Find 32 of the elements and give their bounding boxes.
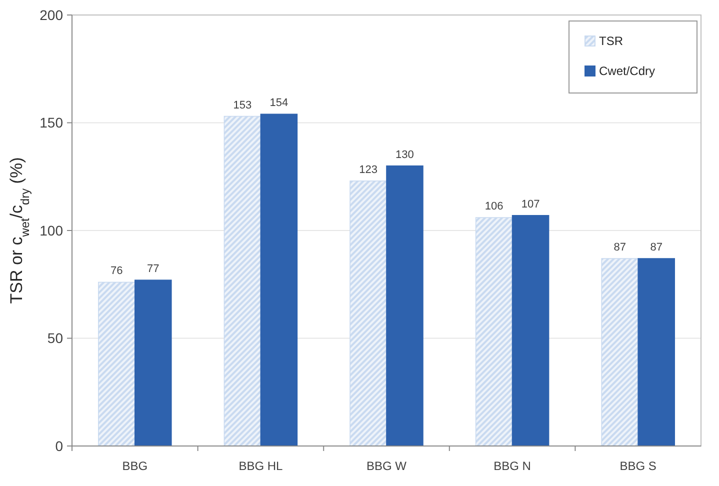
bar	[512, 215, 550, 446]
legend-label: Cwet/Cdry	[599, 64, 656, 78]
data-label: 87	[614, 242, 626, 254]
y-tick-label: 0	[55, 438, 64, 454]
bar	[350, 180, 387, 446]
x-tick-label: BBG HL	[238, 459, 284, 473]
data-label: 77	[147, 263, 160, 276]
x-tick-label: BBG N	[494, 459, 531, 473]
bar	[638, 258, 675, 446]
data-label: 76	[110, 265, 123, 278]
y-tick-label: 100	[40, 222, 64, 238]
data-label: 130	[396, 148, 414, 161]
bar	[224, 116, 262, 446]
bar	[475, 217, 513, 446]
data-label: 87	[650, 242, 662, 254]
data-label: 123	[359, 164, 378, 176]
data-label: 106	[484, 200, 504, 213]
data-label: 154	[270, 97, 288, 110]
bar	[260, 114, 298, 446]
bar	[134, 280, 172, 446]
x-tick-label: BBG W	[366, 459, 408, 473]
bar	[386, 165, 424, 446]
x-tick-label: BBG	[122, 459, 148, 473]
y-tick-label: 50	[47, 330, 64, 346]
data-label: 107	[521, 198, 540, 210]
x-tick-label: BBG S	[620, 459, 656, 473]
legend-label: TSR	[599, 34, 624, 48]
data-label: 153	[233, 99, 252, 112]
bar	[98, 282, 136, 446]
bar	[601, 258, 638, 446]
y-tick-label: 200	[40, 6, 64, 23]
y-tick-label: 150	[40, 114, 64, 131]
